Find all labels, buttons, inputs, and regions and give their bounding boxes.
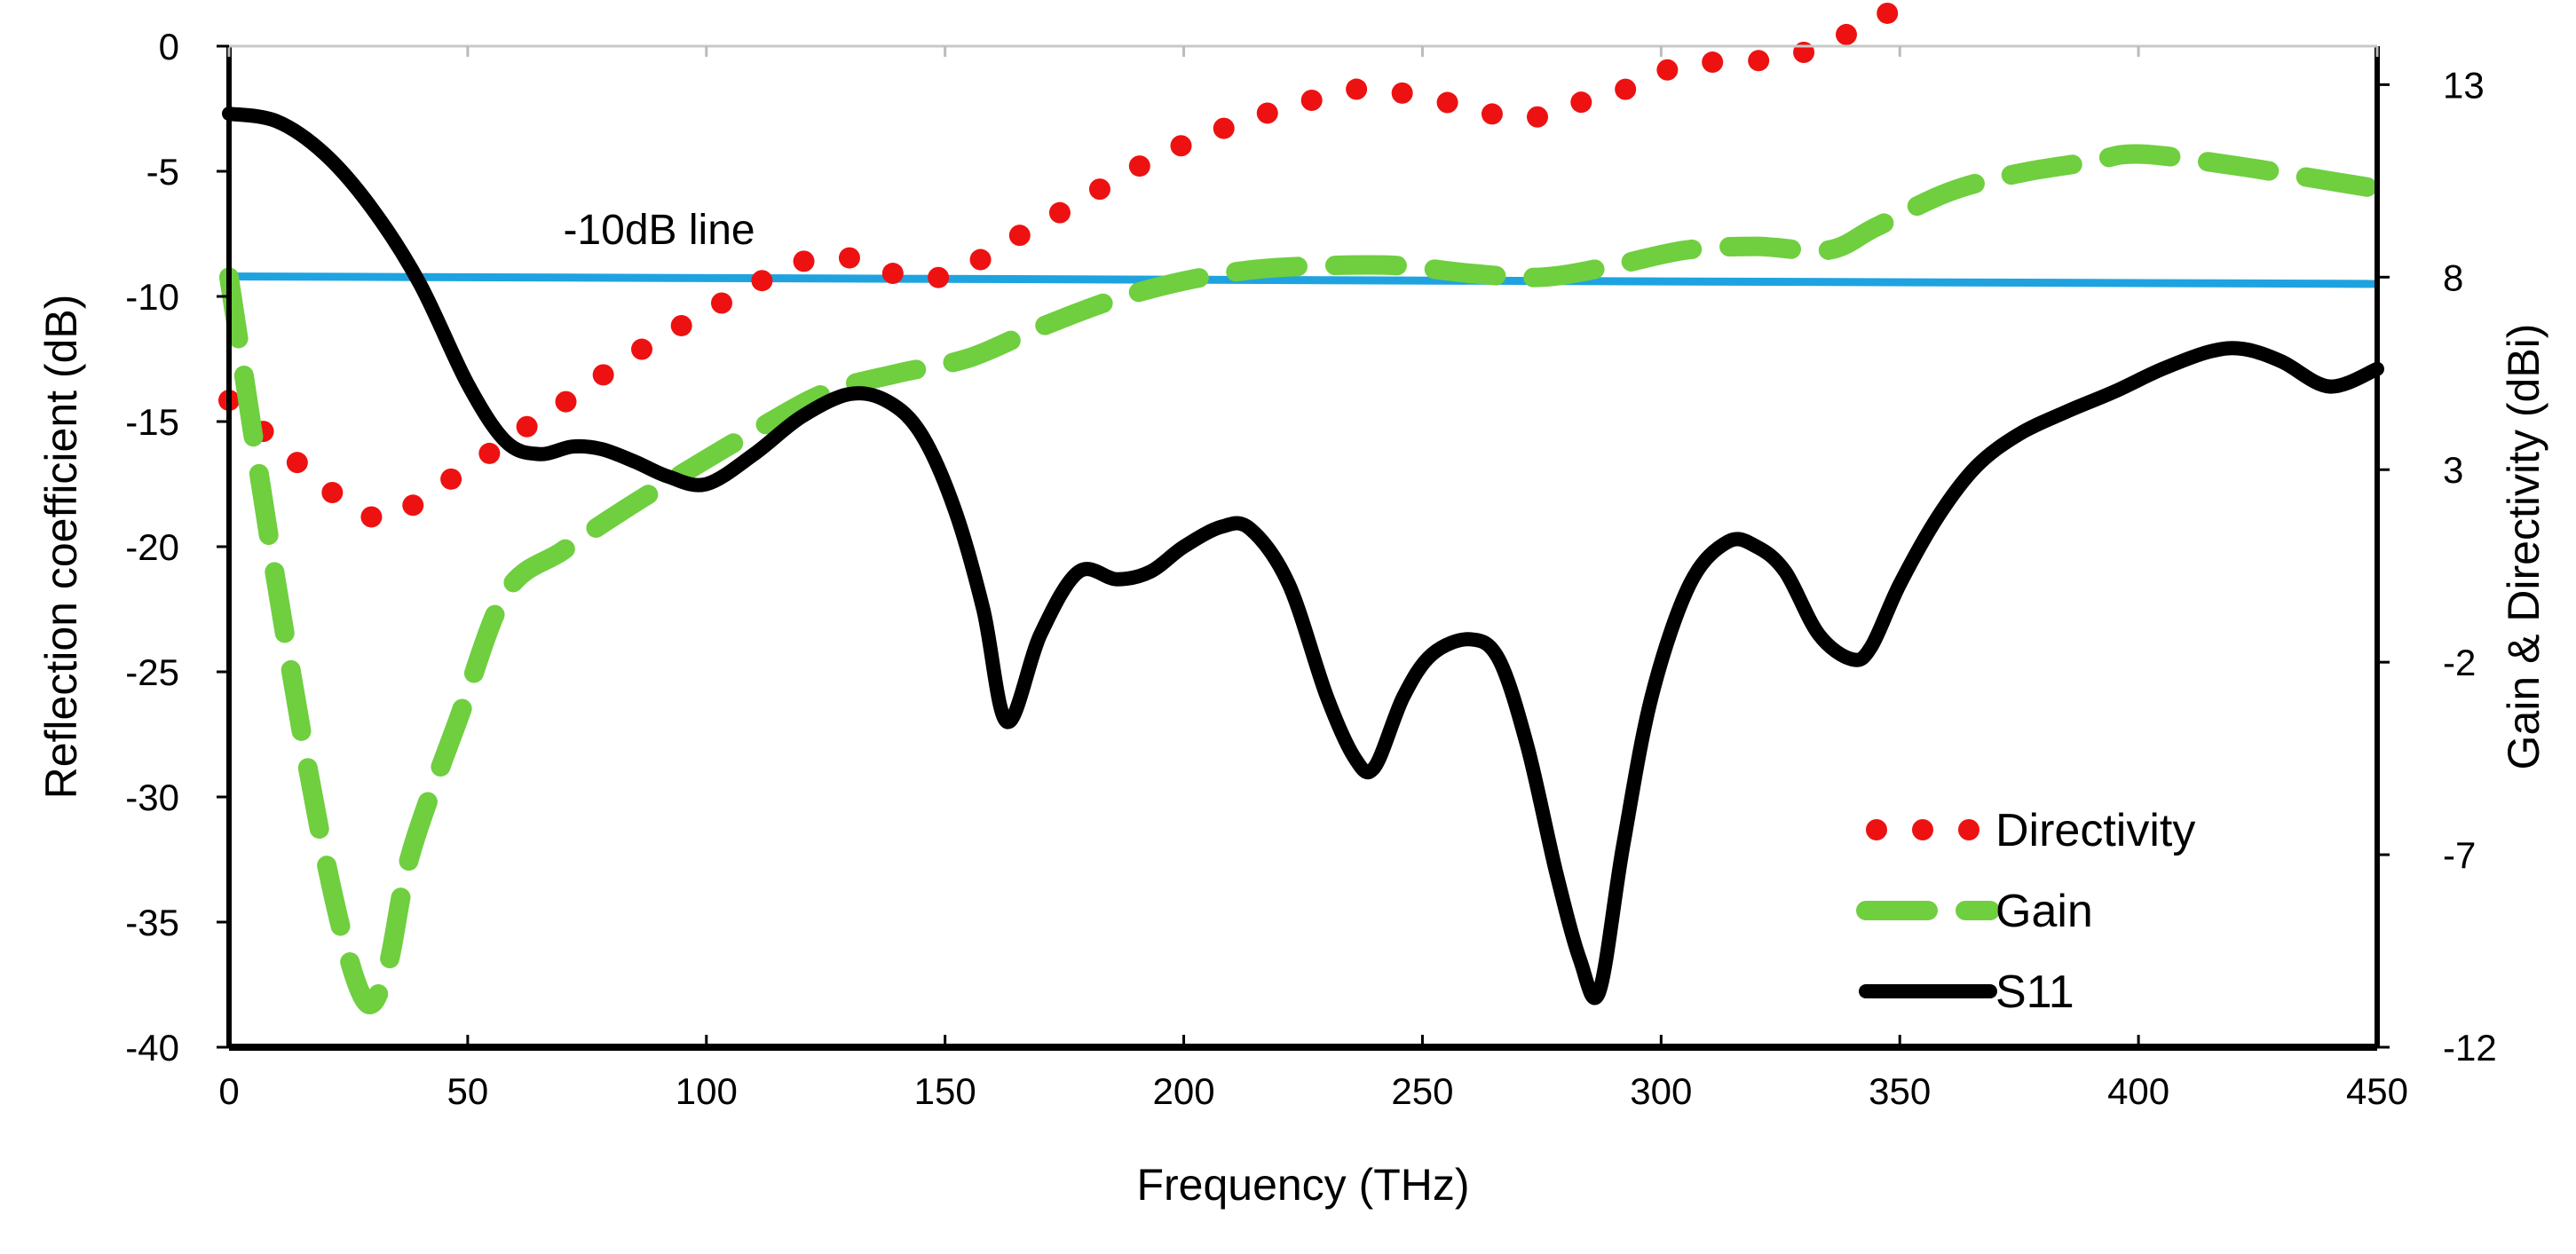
series-line-directivity bbox=[218, 0, 1923, 531]
x-tick-label: 0 bbox=[218, 1070, 239, 1112]
x-tick-label: 200 bbox=[1153, 1070, 1215, 1112]
y-left-tick-label: -35 bbox=[125, 902, 179, 943]
legend-label-directivity: Directivity bbox=[1995, 805, 2195, 856]
y-right-tick-label: -7 bbox=[2443, 834, 2476, 876]
y-left-tick-label: -30 bbox=[125, 777, 179, 818]
x-tick-label: 350 bbox=[1869, 1070, 1931, 1112]
x-tick-label: 300 bbox=[1630, 1070, 1692, 1112]
y-axis-right-title: Gain & Directivity (dBi) bbox=[2499, 324, 2548, 770]
y-left-tick-label: -10 bbox=[125, 276, 179, 318]
tick-labels-layer: 0 50 100 150 200 250 300 350 400 450 0 -5 -10 -15 -20 -… bbox=[125, 26, 2496, 1112]
y-right-tick-label: 13 bbox=[2443, 64, 2485, 106]
reference-line bbox=[228, 272, 2378, 288]
x-tick-label: 50 bbox=[447, 1070, 489, 1112]
x-tick-label: 100 bbox=[676, 1070, 738, 1112]
x-axis-title: Frequency (THz) bbox=[1136, 1160, 1469, 1210]
y-left-tick-label: -15 bbox=[125, 401, 179, 443]
reference-line-layer bbox=[228, 272, 2378, 288]
y-left-tick-label: 0 bbox=[159, 26, 179, 67]
legend-label-gain: Gain bbox=[1995, 886, 2093, 937]
legend: Directivity Gain S11 bbox=[1856, 805, 2195, 1018]
legend-label-s11: S11 bbox=[1995, 966, 2074, 1018]
y-right-tick-label: -12 bbox=[2443, 1027, 2497, 1069]
series-layer bbox=[218, 0, 2387, 1014]
x-tick-label: 400 bbox=[2107, 1070, 2169, 1112]
y-left-tick-label: -5 bbox=[146, 151, 179, 193]
y-right-tick-label: 8 bbox=[2443, 256, 2463, 298]
x-tick-label: 450 bbox=[2346, 1070, 2408, 1112]
series-line-gain bbox=[219, 144, 2387, 1014]
y-left-tick-label: -25 bbox=[125, 651, 179, 693]
y-right-tick-label: -2 bbox=[2443, 642, 2476, 683]
axes-layer bbox=[217, 44, 2390, 1051]
x-tick-label: 250 bbox=[1391, 1070, 1453, 1112]
y-axis-left-title: Reflection coefficient (dB) bbox=[36, 295, 86, 800]
y-left-tick-label: -40 bbox=[125, 1027, 179, 1069]
y-right-tick-label: 3 bbox=[2443, 449, 2463, 491]
series-line-s11 bbox=[222, 106, 2384, 1006]
reference-line-annotation: -10dB line bbox=[563, 207, 755, 254]
y-left-tick-label: -20 bbox=[125, 526, 179, 568]
x-tick-label: 150 bbox=[914, 1070, 976, 1112]
